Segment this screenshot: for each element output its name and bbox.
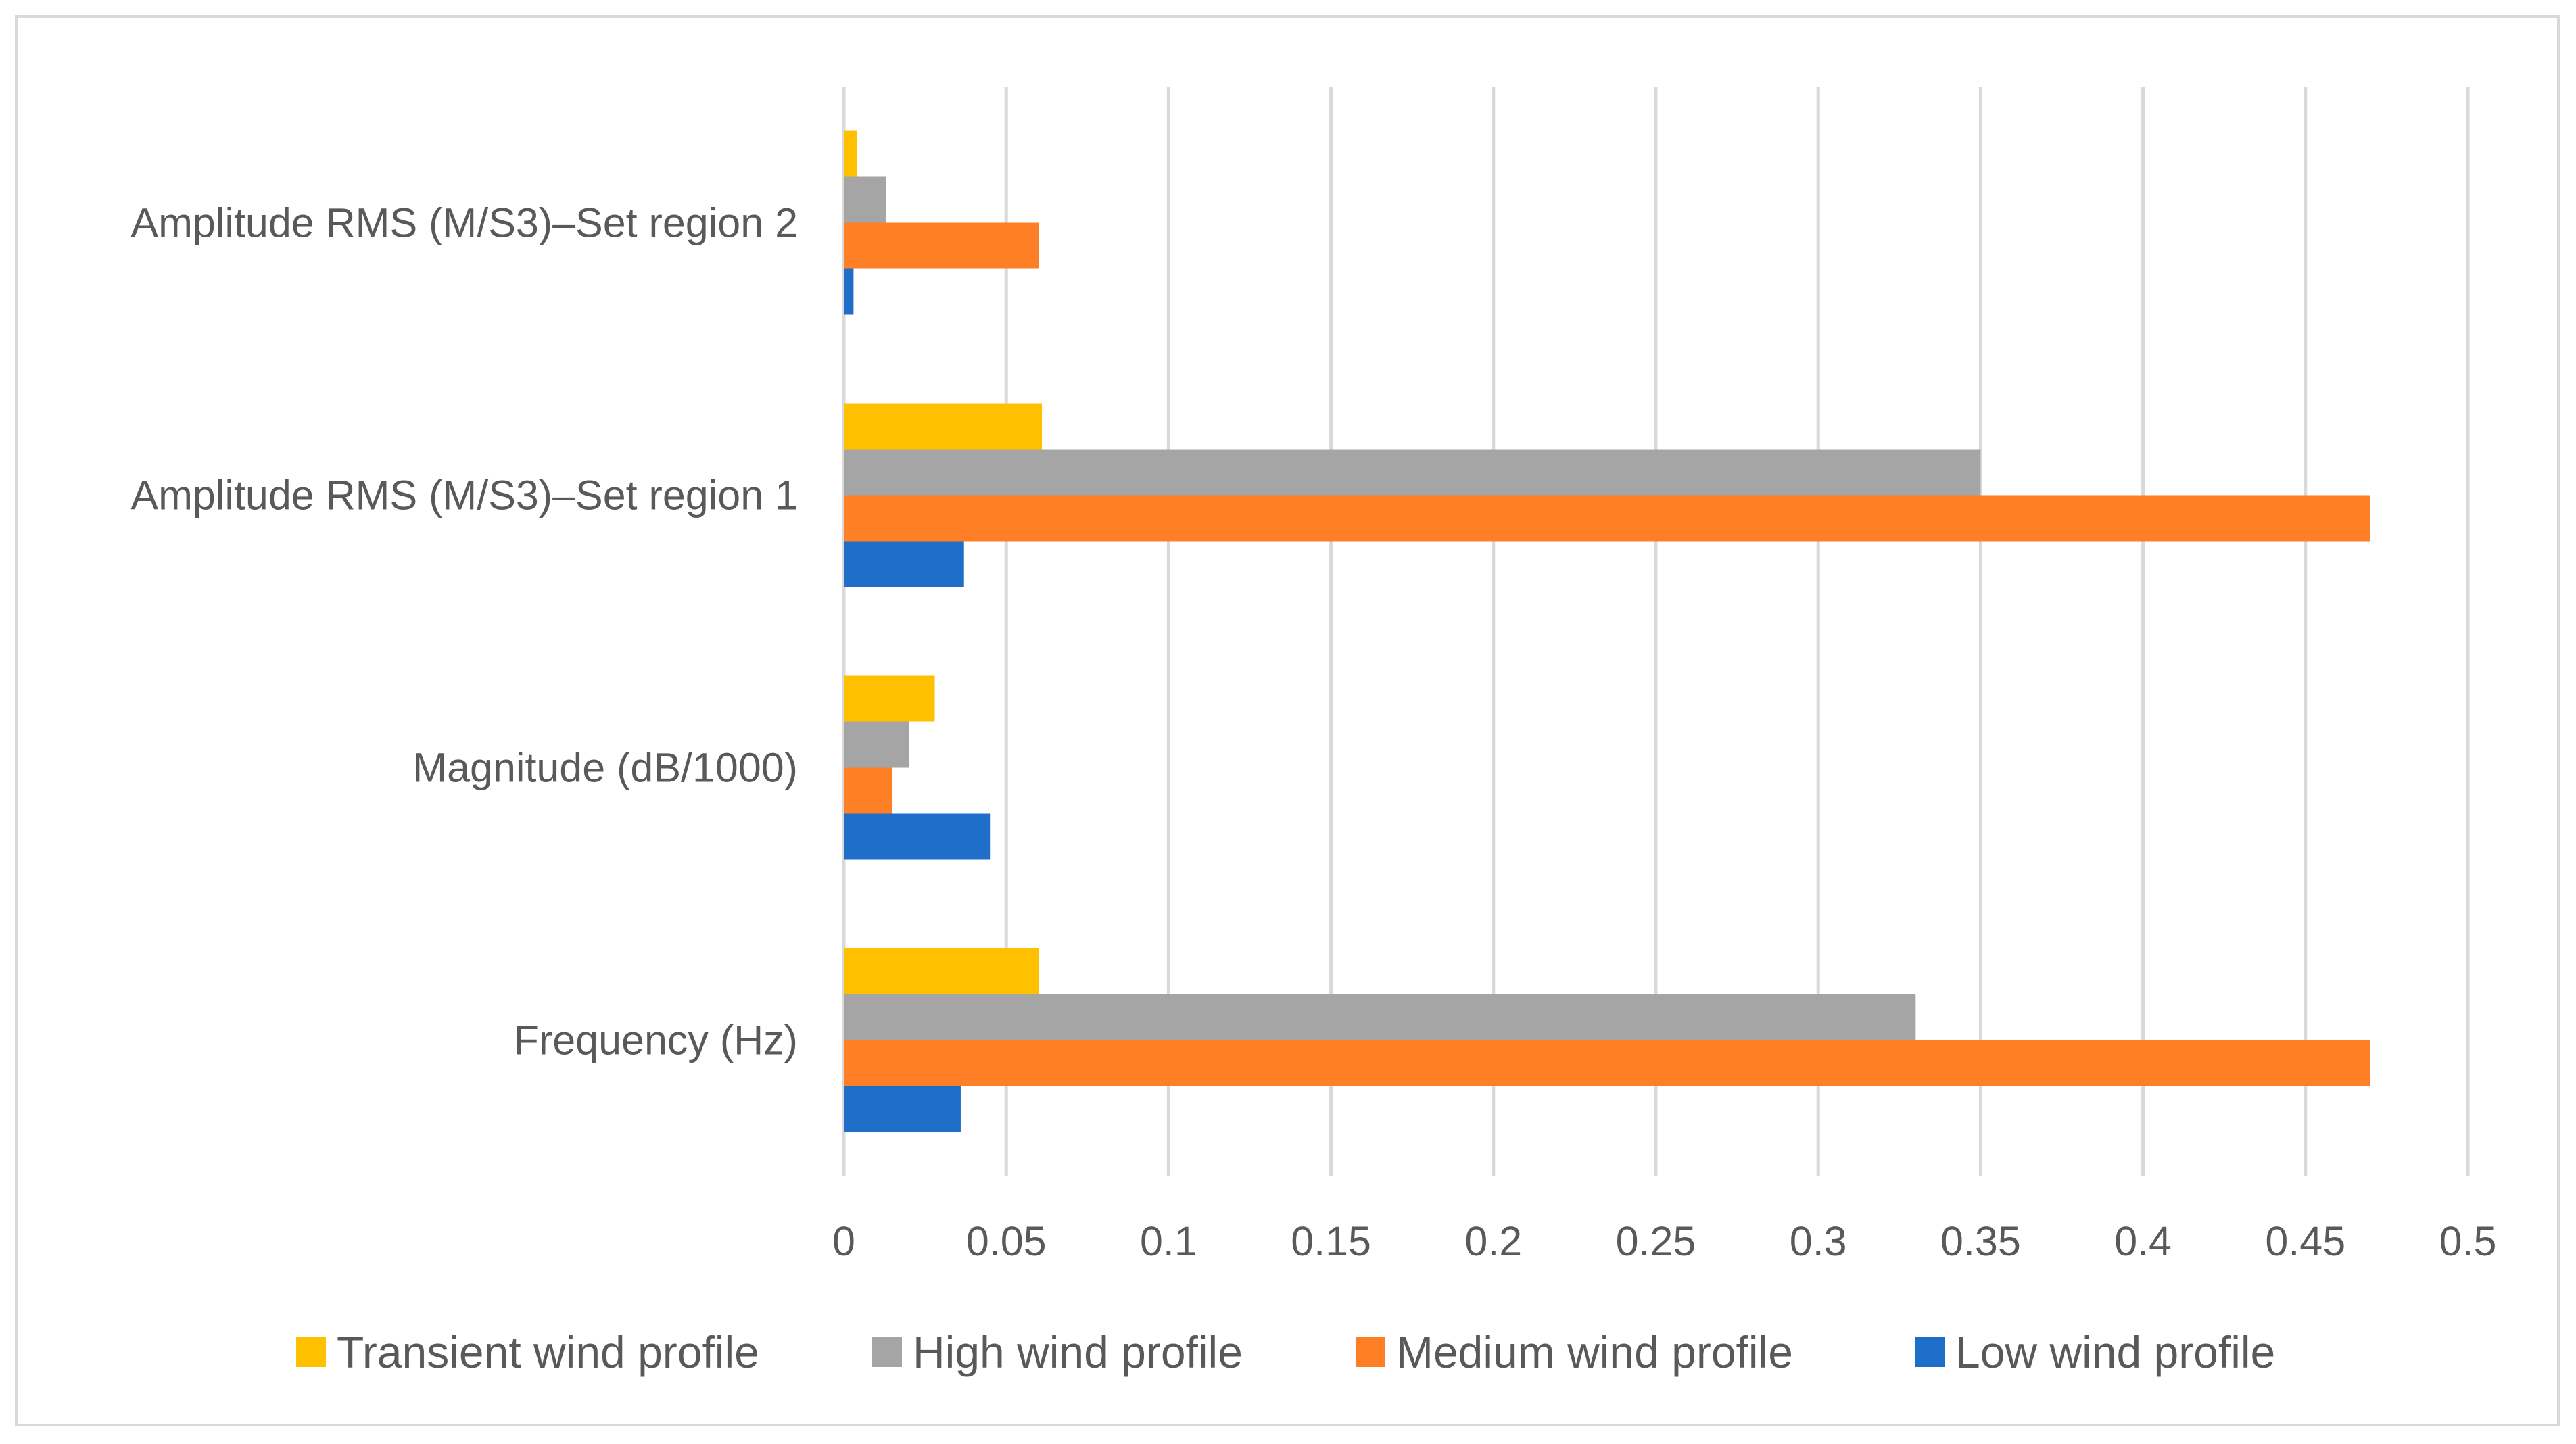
tick-label-7: 0.35 (1940, 1218, 2021, 1264)
tick-label-2: 0.1 (1140, 1218, 1197, 1264)
category-label-0: Frequency (Hz) (514, 1017, 798, 1063)
tick-label-6: 0.3 (1790, 1218, 1847, 1264)
tick-label-9: 0.45 (2265, 1218, 2345, 1264)
legend-swatch-transient-wind-profile (296, 1337, 326, 1367)
tick-label-1: 0.05 (966, 1218, 1047, 1264)
bars (844, 130, 2370, 1132)
tick-label-0: 0 (832, 1218, 855, 1264)
legend-swatch-low-wind-profile (1915, 1337, 1945, 1367)
bar-transient-wind-profile-3 (844, 130, 857, 177)
category-label-2: Amplitude RMS (M/S3)–Set region 1 (130, 473, 798, 519)
bar-low-wind-profile-3 (844, 268, 854, 315)
legend-label-low-wind-profile: Low wind profile (1955, 1327, 2275, 1377)
bar-high-wind-profile-3 (844, 176, 886, 223)
tick-label-5: 0.25 (1616, 1218, 1696, 1264)
category-labels: Frequency (Hz) Magnitude (dB/1000) Amplitu… (130, 200, 798, 1063)
bar-high-wind-profile-2 (844, 449, 1981, 496)
legend-label-medium-wind-profile: Medium wind profile (1396, 1327, 1793, 1377)
legend: Transient wind profile High wind profile M… (296, 1327, 2275, 1377)
legend-label-high-wind-profile: High wind profile (913, 1327, 1243, 1377)
legend-swatch-high-wind-profile (872, 1337, 902, 1367)
tick-label-10: 0.5 (2439, 1218, 2497, 1264)
category-label-3: Amplitude RMS (M/S3)–Set region 2 (130, 200, 798, 246)
bar-low-wind-profile-1 (844, 813, 991, 860)
bar-transient-wind-profile-0 (844, 948, 1039, 994)
bar-medium-wind-profile-3 (844, 222, 1039, 269)
bar-high-wind-profile-1 (844, 721, 909, 768)
bar-medium-wind-profile-2 (844, 495, 2370, 542)
bar-medium-wind-profile-1 (844, 767, 893, 814)
category-label-1: Magnitude (dB/1000) (412, 745, 798, 791)
bar-high-wind-profile-0 (844, 994, 1916, 1040)
legend-label-transient-wind-profile: Transient wind profile (337, 1327, 759, 1377)
tick-label-8: 0.4 (2114, 1218, 2172, 1264)
tick-label-3: 0.15 (1291, 1218, 1371, 1264)
chart-frame (15, 15, 2560, 1426)
legend-swatch-medium-wind-profile (1356, 1337, 1385, 1367)
bar-transient-wind-profile-1 (844, 675, 935, 722)
bar-medium-wind-profile-0 (844, 1040, 2370, 1086)
bar-low-wind-profile-2 (844, 541, 964, 587)
tick-label-4: 0.2 (1464, 1218, 1522, 1264)
x-tick-labels: 0 0.05 0.1 0.15 0.2 0.25 0.3 0.35 0.4 0.45 0.5 (832, 1218, 2496, 1264)
bar-low-wind-profile-0 (844, 1086, 961, 1132)
bar-transient-wind-profile-2 (844, 403, 1043, 450)
